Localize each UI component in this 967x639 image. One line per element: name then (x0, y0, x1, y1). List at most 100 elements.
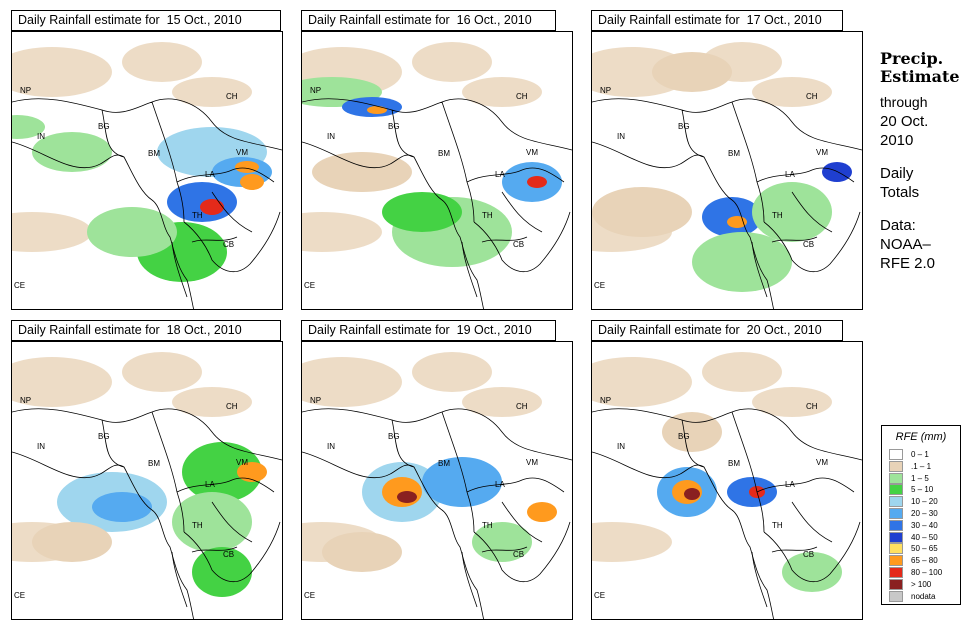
map-graphic: NP CH IN BG BM VM LA TH CB CE (592, 352, 862, 619)
country-label-th: TH (772, 521, 783, 530)
country-label-vm: VM (236, 458, 248, 467)
trace-rain-area (702, 352, 782, 392)
country-label-bg: BG (678, 122, 690, 131)
legend-item: 65 – 80 (889, 555, 938, 567)
rfe-legend: RFE (mm) 0 – 1 .1 – 1 1 – 5 5 – 10 10 – 20 20… (881, 425, 961, 605)
rainfall-area (592, 187, 692, 237)
country-label-bm: BM (438, 459, 450, 468)
rainfall-area (692, 232, 792, 292)
legend-label: 20 – 30 (911, 509, 938, 518)
map-graphic: NP CH IN BG BM VM LA TH CB CE (302, 352, 572, 619)
country-border (592, 451, 861, 619)
country-label-np: NP (20, 86, 31, 95)
panel-title: Daily Rainfall estimate for 18 Oct., 201… (11, 320, 281, 341)
country-label-ch: CH (806, 402, 818, 411)
country-label-ch: CH (516, 402, 528, 411)
country-label-ch: CH (226, 402, 238, 411)
rainfall-area (182, 442, 262, 502)
legend-item: 80 – 100 (889, 567, 942, 578)
country-label-in: IN (617, 132, 625, 141)
legend-swatch (889, 531, 903, 543)
legend-item: 0 – 1 (889, 449, 929, 460)
country-border (592, 98, 862, 298)
sidebar-daily-line1: Daily (880, 165, 914, 182)
trace-rain-area (12, 212, 92, 252)
trace-rain-area (302, 357, 402, 407)
legend-item: 50 – 65 (889, 543, 938, 555)
trace-rain-area (592, 357, 692, 407)
legend-item: 30 – 40 (889, 519, 938, 531)
legend-item: .1 – 1 (889, 460, 931, 472)
country-label-cb: CB (223, 240, 234, 249)
legend-swatch (889, 590, 903, 602)
legend-swatch (889, 555, 903, 567)
panel-title: Daily Rainfall estimate for 17 Oct., 201… (591, 10, 843, 31)
rainfall-area (312, 152, 412, 192)
trace-rain-area (122, 352, 202, 392)
legend-label: 1 – 5 (911, 473, 929, 483)
rainfall-area (92, 492, 152, 522)
country-label-cb: CB (223, 550, 234, 559)
legend-label: > 100 (911, 579, 932, 589)
legend-swatch (889, 578, 903, 590)
country-label-th: TH (482, 521, 493, 530)
country-label-bm: BM (148, 149, 160, 158)
legend-item: 40 – 50 (889, 531, 938, 543)
country-label-ce: CE (594, 281, 605, 290)
rainfall-area (200, 199, 224, 215)
sidebar-info: Precip. Estimate through 20 Oct. 2010 Da… (880, 50, 965, 273)
legend-item: 5 – 10 (889, 484, 933, 496)
country-border (12, 408, 282, 608)
country-label-np: NP (310, 396, 321, 405)
trace-rain-area (752, 77, 832, 107)
country-label-bm: BM (438, 149, 450, 158)
sidebar-data-line3: RFE 2.0 (880, 255, 936, 272)
rainfall-map: NP CH IN BG BM VM LA TH CB CE (301, 31, 573, 310)
legend-swatch (889, 449, 903, 460)
rainfall-map: NP CH IN BG BM VM LA TH CB CE (11, 31, 283, 310)
country-label-ce: CE (304, 281, 315, 290)
rainfall-area (192, 547, 252, 597)
country-label-la: LA (495, 170, 505, 179)
trace-rain-area (172, 77, 252, 107)
legend-swatch (889, 567, 903, 578)
country-label-np: NP (310, 86, 321, 95)
trace-rain-area (122, 42, 202, 82)
trace-rain-area (12, 47, 112, 97)
map-graphic: NP CH IN BG BM VM LA TH CB CE (12, 352, 282, 619)
country-label-bm: BM (728, 459, 740, 468)
trace-rain-area (12, 357, 112, 407)
legend-item: 1 – 5 (889, 472, 929, 484)
sidebar-data-line2: NOAA– (880, 236, 931, 253)
rainfall-area (527, 176, 547, 188)
rainfall-area (652, 52, 732, 92)
rainfall-map: NP CH IN BG BM VM LA TH CB CE (591, 341, 863, 620)
country-label-in: IN (327, 132, 335, 141)
country-label-in: IN (37, 132, 45, 141)
legend-label: 65 – 80 (911, 556, 938, 566)
country-label-cb: CB (513, 240, 524, 249)
country-label-la: LA (205, 480, 215, 489)
country-border (592, 141, 861, 309)
legend-item: > 100 (889, 578, 932, 590)
country-label-np: NP (20, 396, 31, 405)
legend-swatch (889, 472, 903, 484)
legend-label: nodata (911, 591, 936, 601)
country-label-np: NP (600, 86, 611, 95)
rainfall-area (727, 216, 747, 228)
rainfall-area (240, 174, 264, 190)
trace-rain-area (172, 387, 252, 417)
country-label-th: TH (482, 211, 493, 220)
sidebar-title-line2: Estimate (880, 67, 960, 86)
rainfall-area (382, 192, 462, 232)
trace-rain-area (302, 212, 382, 252)
sidebar-end-date-line2: 2010 (880, 132, 914, 149)
country-label-ch: CH (226, 92, 238, 101)
rainfall-map: NP CH IN BG BM VM LA TH CB CE (301, 341, 573, 620)
country-border (12, 98, 282, 298)
legend-label: 40 – 50 (911, 532, 938, 542)
rainfall-area (32, 132, 112, 172)
legend-item: 20 – 30 (889, 508, 938, 519)
trace-rain-area (412, 352, 492, 392)
sidebar-daily-line2: Totals (880, 184, 920, 201)
